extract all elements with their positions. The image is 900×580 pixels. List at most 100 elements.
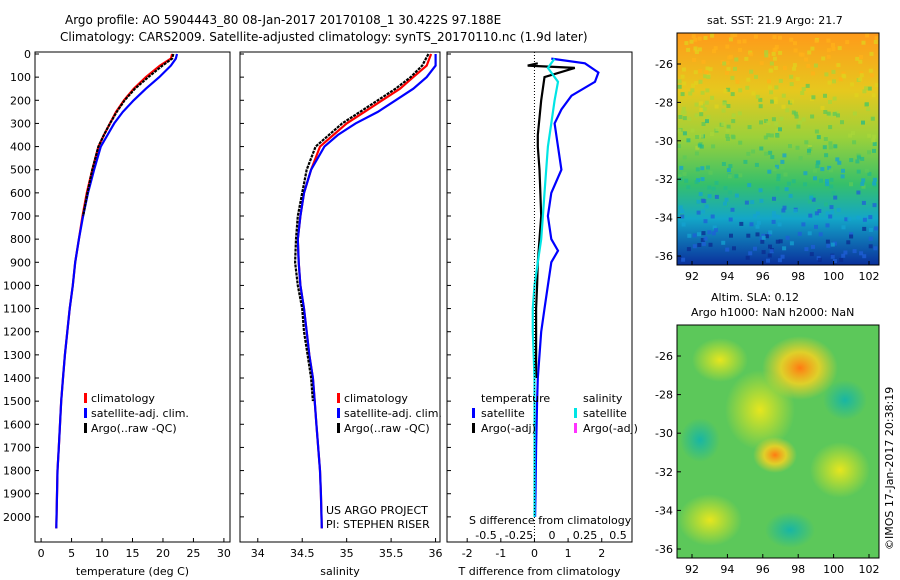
- sst-speckle: [694, 102, 699, 107]
- sst-speckle: [690, 128, 695, 133]
- sst-speckle: [868, 244, 873, 249]
- sst-speckle: [747, 125, 752, 130]
- sst-speckle: [849, 232, 854, 237]
- sst-speckle: [817, 209, 822, 213]
- map-x-tick-label: 102: [859, 270, 880, 283]
- salinity-panel-frame: [239, 51, 441, 543]
- sla-anomaly: [692, 338, 748, 382]
- sst-speckle: [852, 249, 857, 254]
- sst-speckle: [749, 52, 754, 57]
- sst-speckle: [708, 67, 713, 72]
- sst-speckle: [726, 104, 731, 108]
- legend-swatch-temp-satellite: [472, 408, 475, 418]
- sst-speckle: [763, 135, 768, 140]
- sst-speckle: [677, 84, 682, 89]
- side-copyright-label: ©IMOS 17-Jan-2017 20:38:19: [883, 387, 896, 550]
- map-y-tick-label: -34: [655, 504, 673, 517]
- sst-speckle: [798, 52, 803, 57]
- sst-speckle: [826, 243, 831, 248]
- sst-speckle: [759, 236, 764, 241]
- sst-speckle: [855, 56, 860, 61]
- depth-tick-label: 500: [10, 164, 31, 177]
- sst-speckle: [749, 222, 754, 227]
- sst-speckle: [774, 85, 779, 90]
- sst-speckle: [873, 246, 878, 251]
- credit-pi: PI: STEPHEN RISER: [326, 518, 430, 531]
- sst-speckle: [759, 61, 764, 66]
- sst-speckle: [773, 66, 778, 70]
- sst-speckle: [758, 97, 763, 102]
- s-tick-label: -0.5: [475, 529, 496, 542]
- sst-speckle: [730, 134, 735, 139]
- x-tick-label: 1: [565, 547, 572, 560]
- sst-speckle: [864, 168, 869, 173]
- sst-speckle: [738, 48, 742, 52]
- map-x-tick-label: 100: [823, 563, 844, 576]
- sst-speckle: [758, 188, 763, 193]
- series-line-1: [296, 54, 437, 529]
- sst-speckle: [751, 91, 756, 96]
- sst-speckle: [810, 46, 815, 51]
- sst-speckle: [753, 34, 758, 39]
- depth-tick-label: 900: [10, 256, 31, 269]
- sst-speckle: [769, 61, 774, 66]
- sst-speckle: [690, 88, 695, 93]
- sst-speckle: [793, 209, 798, 213]
- sst-speckle: [698, 192, 703, 197]
- sst-speckle: [838, 77, 843, 82]
- sst-speckle: [723, 89, 728, 94]
- sst-speckle: [801, 87, 806, 91]
- sst-speckle: [842, 74, 847, 79]
- sst-speckle: [844, 217, 849, 222]
- sst-speckle: [745, 255, 750, 260]
- sst-speckle: [686, 47, 691, 52]
- sla-map-axes: -26 -28 -30 -32 -34 -36 92 94 96 98 100 102: [655, 350, 879, 576]
- sst-speckle: [677, 256, 682, 261]
- sst-speckle: [705, 88, 710, 93]
- sst-speckle: [824, 153, 829, 158]
- sst-speckle: [745, 85, 750, 90]
- sst-speckle: [782, 205, 787, 210]
- sst-speckle: [845, 40, 850, 45]
- sst-speckle: [699, 133, 704, 138]
- sst-speckle: [864, 86, 869, 91]
- sst-speckle: [713, 46, 718, 51]
- sst-speckle: [681, 67, 686, 72]
- sst-speckle: [743, 159, 748, 164]
- sst-speckle: [862, 254, 867, 259]
- sst-map: [676, 32, 880, 266]
- sst-speckle: [840, 174, 845, 179]
- sst-speckle: [871, 138, 876, 143]
- series-line-2: [82, 53, 175, 217]
- sst-speckle: [684, 178, 689, 183]
- sst-speckle: [696, 199, 701, 204]
- x-tick-label: -1: [495, 547, 506, 560]
- map-x-tick-label: 98: [791, 563, 805, 576]
- sst-speckle: [861, 178, 866, 183]
- sst-speckle: [868, 236, 873, 241]
- depth-tick-label: 600: [10, 187, 31, 200]
- sst-speckle: [774, 121, 779, 126]
- sst-speckle: [725, 247, 730, 252]
- sst-speckle: [813, 63, 818, 68]
- legend-label-argo: Argo(..raw -QC): [344, 422, 430, 435]
- sst-speckle: [701, 122, 706, 126]
- sst-speckle: [680, 92, 685, 97]
- sst-speckle: [828, 145, 833, 150]
- sst-speckle: [731, 119, 736, 124]
- sst-speckle: [803, 182, 808, 187]
- sst-speckle: [755, 94, 760, 99]
- sst-speckle: [772, 56, 777, 61]
- sst-speckle: [709, 132, 714, 136]
- sst-speckle: [872, 203, 877, 208]
- sst-speckle: [774, 44, 779, 49]
- legend-swatch-sal-satellite: [574, 408, 577, 418]
- sst-speckle: [825, 239, 830, 244]
- sst-speckle: [832, 96, 837, 101]
- sst-speckle: [724, 197, 729, 202]
- legend-head-temperature: temperature: [481, 392, 550, 405]
- sst-speckle: [809, 195, 814, 200]
- map-y-tick-label: -28: [655, 389, 673, 402]
- sst-speckle: [694, 81, 699, 85]
- sst-speckle: [722, 101, 727, 106]
